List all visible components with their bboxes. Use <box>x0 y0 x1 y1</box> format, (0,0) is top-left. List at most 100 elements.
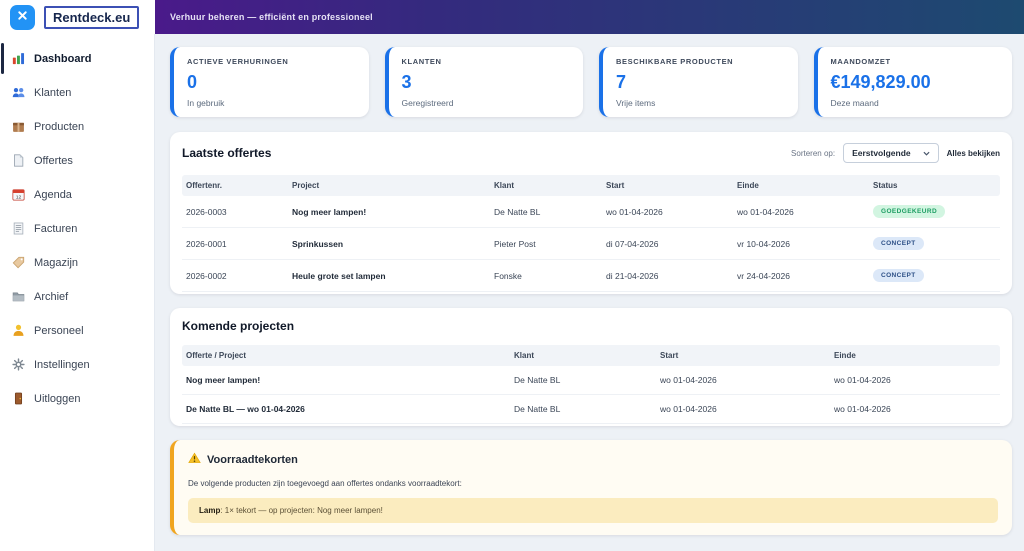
column-header: Offerte / Project <box>186 351 247 360</box>
stat-card: ACTIEVE VERHURINGEN 0 In gebruik <box>170 47 369 117</box>
main-content: ACTIEVE VERHURINGEN 0 In gebruik KLANTEN… <box>155 34 1024 551</box>
stock-shortage-panel: Voorraadtekorten De volgende producten z… <box>170 440 1012 535</box>
project-client: De Natte BL <box>514 375 561 385</box>
sidebar-item-label: Instellingen <box>34 358 90 371</box>
project-table-row[interactable]: De Natte BL — wo 01-04-2026 De Natte BL … <box>182 395 1000 424</box>
offer-project: Sprinkussen <box>292 238 344 249</box>
sort-select-value: Eerstvolgende <box>852 148 911 158</box>
sort-label: Sorteren op: <box>791 148 836 158</box>
offer-table-row[interactable]: 2026-0002 Heule grote set lampen Fonske … <box>182 260 1000 292</box>
latest-offers-title: Laatste offertes <box>182 146 272 160</box>
sidebar-item-label: Producten <box>34 120 85 133</box>
upcoming-projects-title: Komende projecten <box>182 319 295 333</box>
sidebar-item[interactable]: Offertes <box>0 148 154 173</box>
tag-icon <box>12 256 25 269</box>
project-client: De Natte BL <box>514 404 561 414</box>
header-left: Rentdeck.eu <box>0 0 155 34</box>
sidebar-item-label: Uitloggen <box>34 392 81 405</box>
stock-shortage-text: De volgende producten zijn toegevoegd aa… <box>188 479 462 488</box>
sidebar: Dashboard Klanten Producten Offertes 12 … <box>0 34 155 551</box>
column-header: Project <box>292 181 320 190</box>
people-icon <box>12 86 25 99</box>
offer-number: 2026-0003 <box>186 206 227 217</box>
offer-table-row[interactable]: 2026-0003 Nog meer lampen! De Natte BL w… <box>182 196 1000 228</box>
offer-table-row[interactable]: 2026-0001 Sprinkussen Pieter Post di 07-… <box>182 228 1000 260</box>
offer-client: Pieter Post <box>494 238 536 249</box>
sidebar-item-label: Offertes <box>34 154 73 167</box>
stat-card-subtitle: In gebruik <box>187 98 225 108</box>
project-end-date: wo 01-04-2026 <box>834 375 891 385</box>
latest-offers-panel: Laatste offertes Sorteren op: Eerstvolge… <box>170 132 1012 294</box>
calendar-icon: 12 <box>12 188 25 201</box>
shortage-product: Lamp <box>199 506 221 515</box>
sidebar-item[interactable]: Klanten <box>0 80 154 105</box>
projects-table-header: Offerte / Project Klant Start Einde <box>182 345 1000 366</box>
status-badge: CONCEPT <box>873 237 924 250</box>
stat-card-label: BESCHIKBARE PRODUCTEN <box>616 57 734 66</box>
stat-card-subtitle: Geregistreerd <box>401 98 454 108</box>
project-table-row[interactable]: Nog meer lampen! De Natte BL wo 01-04-20… <box>182 366 1000 395</box>
stat-card-value: 7 <box>616 72 627 92</box>
chevron-down-icon <box>923 148 930 158</box>
column-header: Offertenr. <box>186 181 223 190</box>
package-icon <box>12 120 25 133</box>
stat-card-subtitle: Vrije items <box>616 98 656 108</box>
sort-select[interactable]: Eerstvolgende <box>843 143 939 163</box>
offers-table-header: Offertenr. Project Klant Start Einde Status <box>182 175 1000 196</box>
sidebar-item[interactable]: Instellingen <box>0 352 154 377</box>
stat-card: KLANTEN 3 Geregistreerd <box>384 47 583 117</box>
offer-project: Nog meer lampen! <box>292 206 367 217</box>
offer-client: Fonske <box>494 270 522 281</box>
column-header: Start <box>660 351 679 360</box>
sidebar-item-label: Dashboard <box>34 52 92 65</box>
sidebar-item-label: Magazijn <box>34 256 79 269</box>
stat-card-value: 3 <box>401 72 412 92</box>
sidebar-item[interactable]: Magazijn <box>0 250 154 275</box>
sidebar-item-label: Klanten <box>34 86 72 99</box>
document-icon <box>12 154 25 167</box>
offer-start-date: wo 01-04-2026 <box>606 206 663 217</box>
person-icon <box>12 324 25 337</box>
stat-card-label: MAANDOMZET <box>830 57 891 66</box>
stat-card-subtitle: Deze maand <box>830 98 879 108</box>
sidebar-item[interactable]: Dashboard <box>0 43 154 74</box>
column-header: Klant <box>514 351 534 360</box>
sidebar-item[interactable]: Personeel <box>0 318 154 343</box>
offer-project: Heule grote set lampen <box>292 270 386 281</box>
project-start-date: wo 01-04-2026 <box>660 375 717 385</box>
offer-end-date: vr 24-04-2026 <box>737 270 790 281</box>
offers-table-body: 2026-0003 Nog meer lampen! De Natte BL w… <box>182 196 1000 292</box>
stat-cards: ACTIEVE VERHURINGEN 0 In gebruik KLANTEN… <box>170 47 1012 117</box>
bar-chart-icon <box>12 52 25 65</box>
column-header: Status <box>873 181 898 190</box>
offer-start-date: di 07-04-2026 <box>606 238 659 249</box>
upcoming-projects-panel: Komende projecten Offerte / Project Klant… <box>170 308 1012 426</box>
sidebar-item[interactable]: Producten <box>0 114 154 139</box>
view-all-link[interactable]: Alles bekijken <box>946 148 1000 158</box>
header-tagline: Verhuur beheren — efficiënt en professio… <box>170 12 373 22</box>
shortage-detail: : 1× tekort — op projecten: Nog meer lam… <box>220 506 383 515</box>
warning-icon <box>188 452 201 467</box>
stat-card-value: €149,829.00 <box>830 72 931 92</box>
column-header: Einde <box>737 181 759 190</box>
sidebar-item[interactable]: Archief <box>0 284 154 309</box>
sidebar-item-label: Archief <box>34 290 69 303</box>
sidebar-item[interactable]: 12 Agenda <box>0 182 154 207</box>
shortage-item: Lamp: 1× tekort — op projecten: Nog meer… <box>188 498 998 523</box>
close-button[interactable] <box>10 4 35 30</box>
projects-table-body: Nog meer lampen! De Natte BL wo 01-04-20… <box>182 366 1000 424</box>
project-end-date: wo 01-04-2026 <box>834 404 891 414</box>
close-icon <box>17 8 28 26</box>
header: Rentdeck.eu Verhuur beheren — efficiënt … <box>0 0 1024 34</box>
stat-card: MAANDOMZET €149,829.00 Deze maand <box>813 47 1012 117</box>
sidebar-item[interactable]: Facturen <box>0 216 154 241</box>
offer-end-date: vr 10-04-2026 <box>737 238 790 249</box>
project-start-date: wo 01-04-2026 <box>660 404 717 414</box>
project-name: Nog meer lampen! <box>186 375 261 385</box>
status-badge: CONCEPT <box>873 269 924 282</box>
folder-icon <box>12 290 25 303</box>
offer-start-date: di 21-04-2026 <box>606 270 659 281</box>
sidebar-item[interactable]: Uitloggen <box>0 386 154 411</box>
stat-card-label: ACTIEVE VERHURINGEN <box>187 57 289 66</box>
